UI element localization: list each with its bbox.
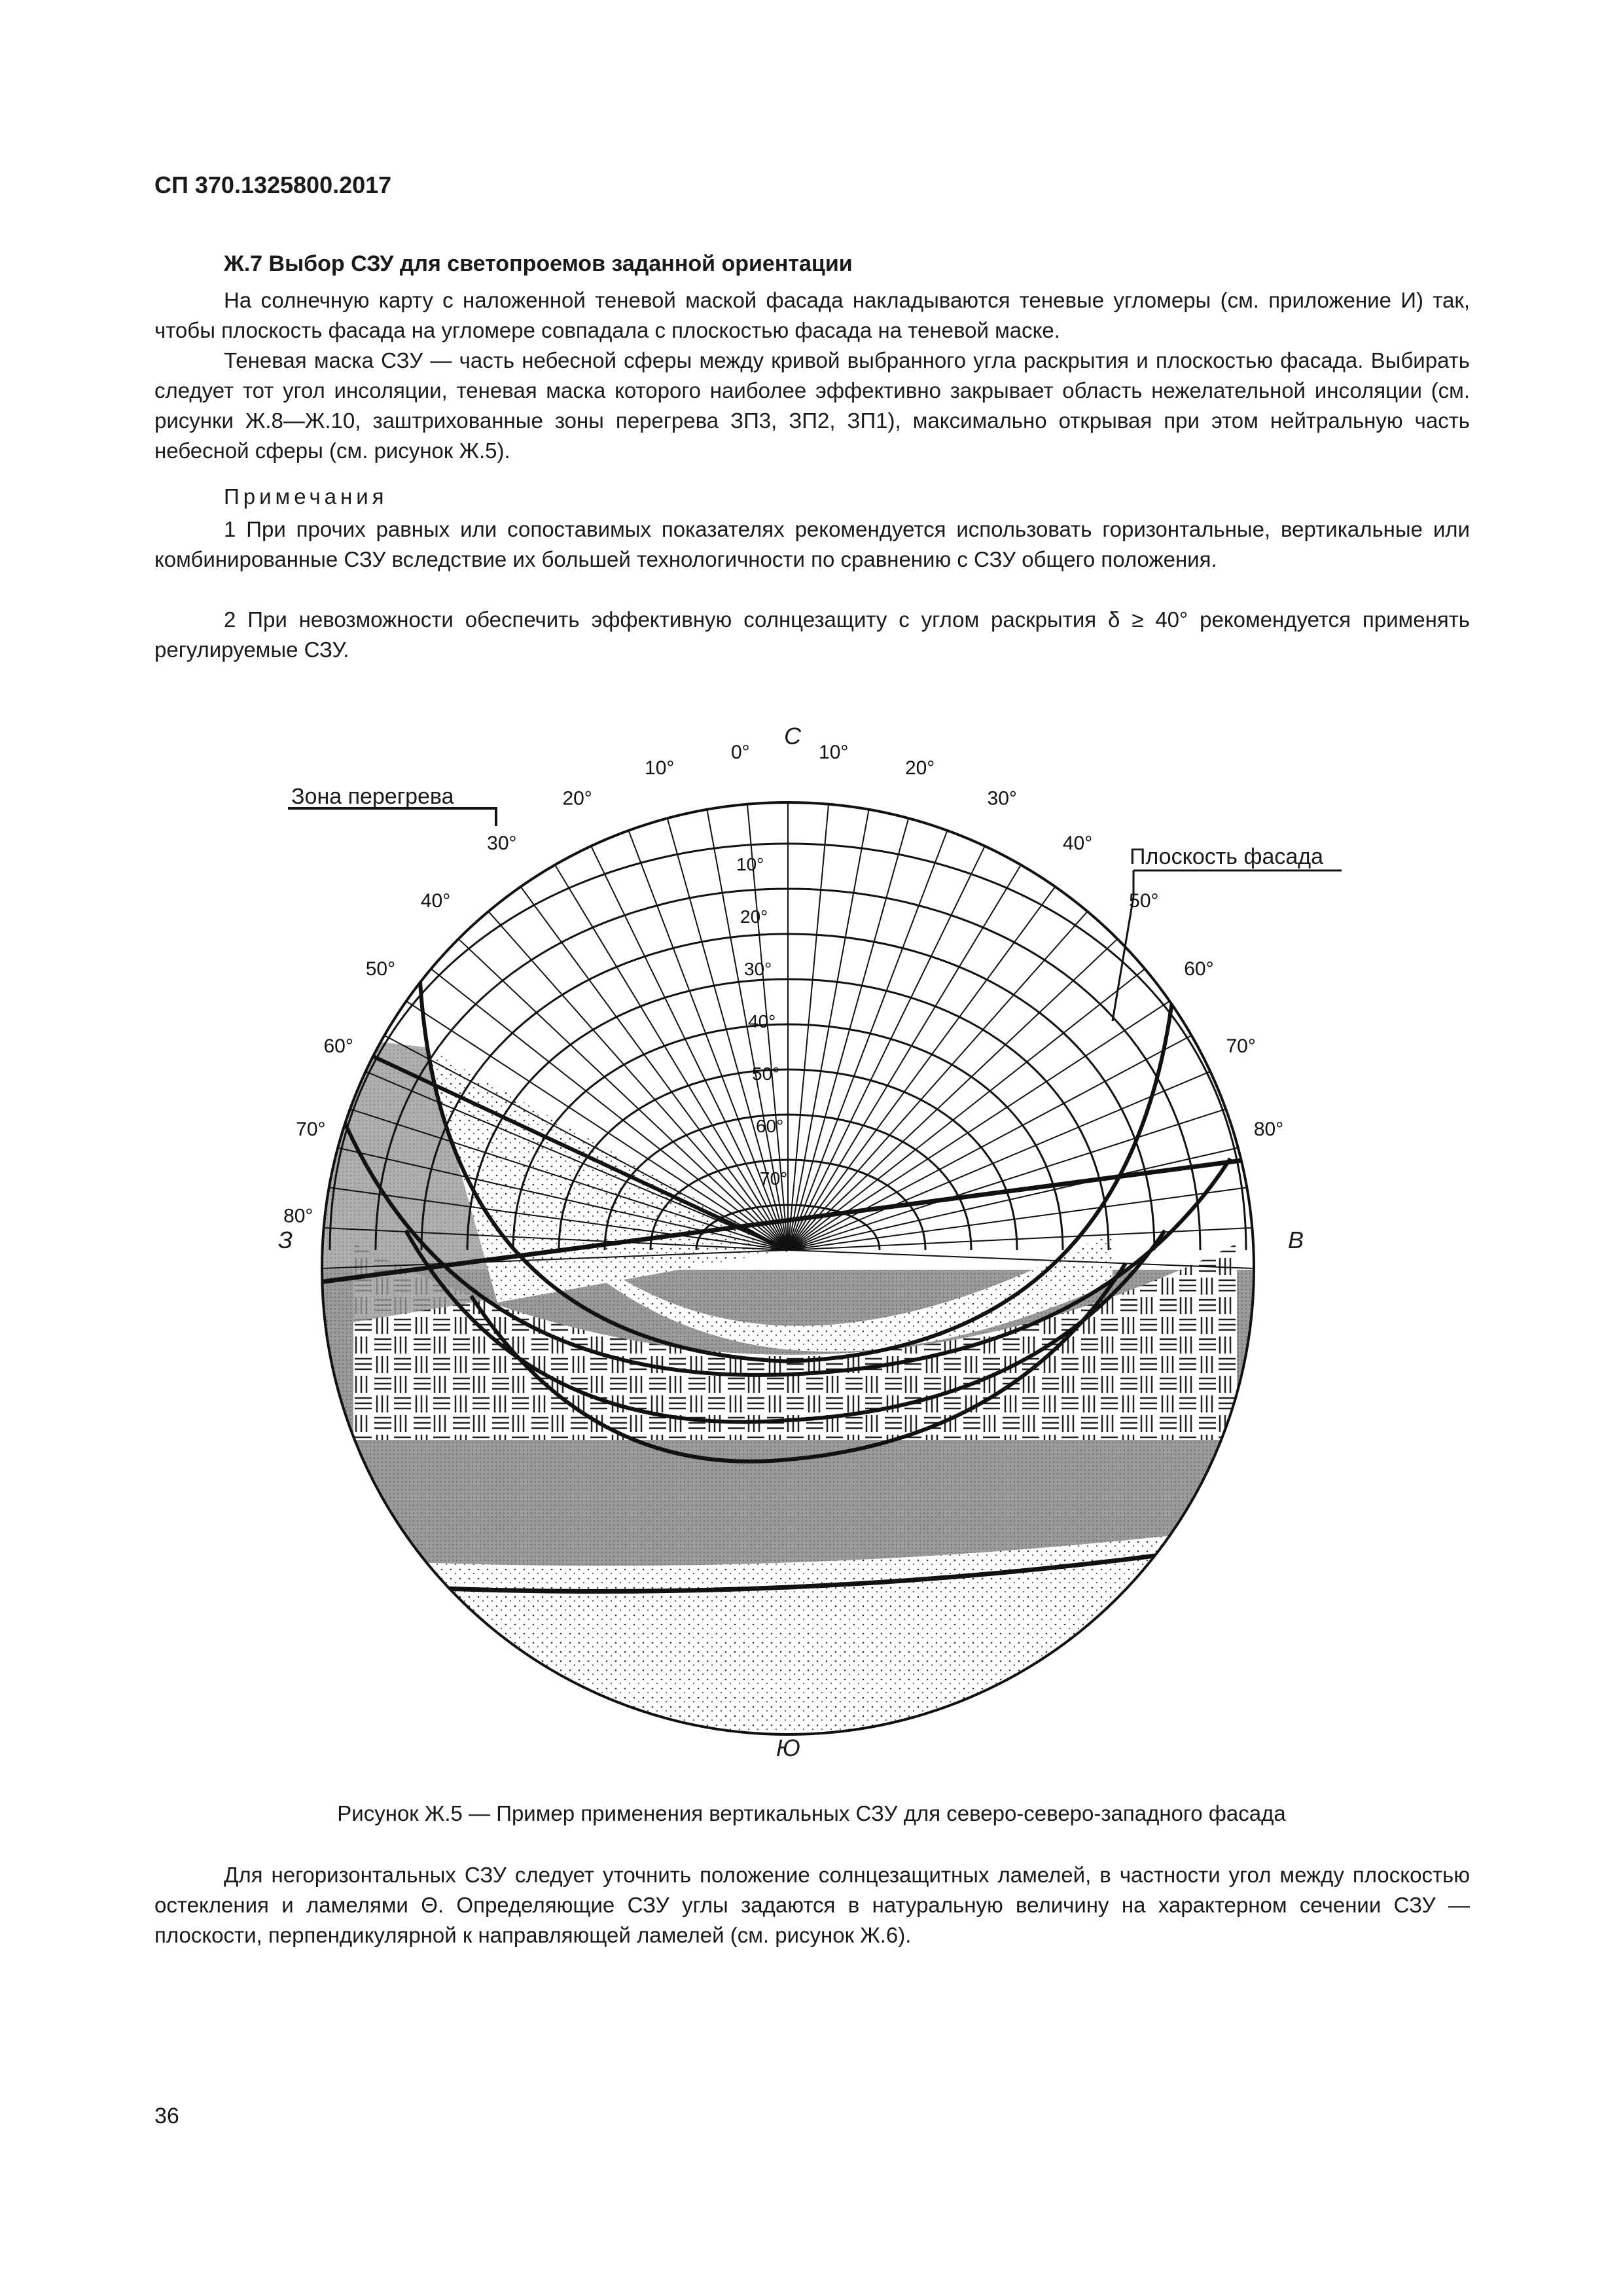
grid-line: [787, 1147, 1238, 1251]
facade-plane-label: Плоскость фасада: [1130, 844, 1324, 869]
inner-angle-label: 20°: [740, 906, 768, 927]
grid-line: [746, 804, 789, 1251]
grid-line: [787, 968, 1146, 1251]
outer-angle-label: 10°: [819, 742, 848, 763]
grid-arc: [420, 933, 1156, 1251]
grid-line: [787, 1249, 1254, 1269]
grid-line: [349, 1108, 789, 1251]
grid-line: [488, 910, 789, 1251]
paragraph: Теневая маска СЗУ — часть небесной сферы…: [154, 348, 1470, 463]
grid-line: [787, 817, 910, 1251]
outer-angle-label: 30°: [988, 788, 1017, 810]
outer-angle-label: 80°: [283, 1206, 313, 1227]
grid-line: [787, 886, 1056, 1251]
inner-angle-label: 60°: [756, 1116, 783, 1136]
grid-line: [554, 864, 789, 1251]
grid-line: [787, 1108, 1226, 1251]
outer-angle-label: 10°: [645, 757, 674, 779]
west-label: З: [278, 1227, 293, 1253]
outer-angle-label: 70°: [1226, 1035, 1256, 1057]
page-number: 36: [154, 2104, 179, 2128]
grid-line: [787, 830, 948, 1251]
figure-caption: Рисунок Ж.5 — Пример применения вертикал…: [337, 1801, 1286, 1825]
outer-angle-label: 60°: [1184, 958, 1213, 980]
outer-angle-label: 40°: [421, 890, 450, 912]
grid-line: [787, 809, 870, 1251]
grid-line: [787, 804, 830, 1251]
outer-angle-label: 40°: [1063, 833, 1092, 854]
grid-line: [787, 1000, 1170, 1251]
grid-arc: [558, 1068, 1018, 1251]
outer-angle-label: 0°: [731, 742, 750, 763]
grid-arc: [466, 978, 1110, 1251]
north-label: С: [784, 723, 801, 749]
note: 2 При невозможности обеспечить эффективн…: [154, 607, 1470, 662]
grid-line: [706, 809, 789, 1251]
grid-arc: [603, 1113, 972, 1251]
grid-line: [787, 910, 1088, 1251]
grid-line: [520, 886, 789, 1251]
outer-angle-label: 50°: [1129, 890, 1158, 912]
east-label: В: [1288, 1227, 1304, 1253]
grid-line: [457, 938, 789, 1251]
facade-plane-leader: [1111, 869, 1342, 1022]
inner-angle-label: 70°: [760, 1168, 787, 1189]
overheat-zone-label: Зона перегрева: [291, 784, 454, 809]
grid-arc: [512, 1023, 1064, 1251]
grid-line: [338, 1147, 789, 1251]
document-code: СП 370.1325800.2017: [154, 171, 392, 198]
grid-line: [628, 830, 789, 1251]
outer-angle-label: 50°: [366, 958, 395, 980]
note: 1 При прочих равных или сопоставимых пок…: [154, 517, 1470, 571]
grid-arc: [329, 842, 1247, 1251]
grid-line: [430, 968, 789, 1251]
overheat-zone-leader: [288, 807, 497, 826]
inner-angle-label: 10°: [736, 854, 764, 874]
grid-arc: [695, 1204, 881, 1251]
grid-line: [323, 1227, 789, 1251]
outer-angle-label: 30°: [487, 833, 516, 854]
grid-line: [666, 817, 789, 1251]
grid-line: [787, 938, 1118, 1251]
grid-line: [787, 1227, 1253, 1251]
grid-line: [787, 1035, 1192, 1251]
outer-angle-label: 70°: [296, 1119, 325, 1140]
notes-heading: Примечания: [224, 484, 388, 509]
closing-paragraph: Для негоризонтальных СЗУ следует уточнит…: [154, 1863, 1470, 1947]
outer-angle-label: 80°: [1254, 1119, 1283, 1140]
grid-line: [787, 864, 1022, 1251]
outer-angle-label: 20°: [562, 788, 592, 810]
grid-line: [322, 1249, 789, 1269]
south-label: Ю: [776, 1734, 800, 1761]
outer-angle-label: 60°: [323, 1035, 353, 1057]
inner-angle-label: 50°: [752, 1064, 779, 1084]
grid-line: [590, 846, 789, 1251]
inner-angle-label: 40°: [748, 1011, 776, 1031]
inner-angle-label: 30°: [744, 959, 772, 979]
outer-angle-label: 20°: [905, 757, 935, 779]
grid-line: [406, 1000, 789, 1251]
grid-line: [787, 1187, 1247, 1251]
grid-line: [383, 1035, 789, 1251]
grid-line: [787, 846, 986, 1251]
chart-outline: [321, 801, 1255, 1736]
grid-line: [329, 1187, 789, 1251]
section-title: Ж.7 Выбор СЗУ для светопроемов заданной …: [224, 251, 853, 276]
paragraph: На солнечную карту с наложенной теневой …: [154, 288, 1470, 342]
